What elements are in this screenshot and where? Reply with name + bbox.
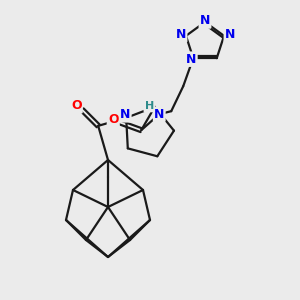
Text: N: N [200,14,210,28]
Text: O: O [71,99,82,112]
Text: N: N [186,53,196,66]
Text: N: N [120,108,130,121]
Text: O: O [108,113,119,126]
Text: H: H [145,101,154,111]
Text: N: N [176,28,186,41]
Text: N: N [225,28,235,41]
Text: N: N [154,108,164,121]
